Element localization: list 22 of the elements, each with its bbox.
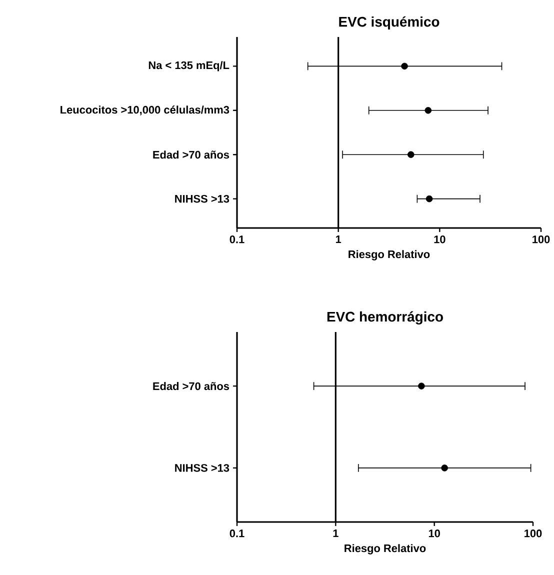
y-tick-label: Edad >70 años [153,150,230,159]
y-tick-label: Leucocitos >10,000 células/mm3 [60,106,230,116]
point [408,151,414,158]
x-tick-label: 10 [434,236,446,244]
chart-title: EVC hemorrágico [327,311,443,324]
x-axis-title: Riesgo Relativo [344,544,426,554]
x-axis-title: Riesgo Relativo [348,250,430,260]
chart-title: EVC isquémico [339,16,440,30]
x-tick-label: 10 [428,530,440,538]
point [401,62,408,70]
y-tick-label: NIHSS >13 [175,464,230,472]
x-tick-label: 100 [524,530,542,538]
x-tick-label: 1 [333,530,338,538]
y-tick-label: Na < 135 mEq/L [148,61,230,72]
x-tick-label: 100 [532,236,550,244]
point [424,107,432,114]
y-tick-label: NIHSS >13 [175,194,230,203]
x-tick-label: 0.1 [230,530,244,538]
x-tick-label: 0.1 [230,236,244,244]
y-tick-label: Edad >70 años [153,382,230,390]
x-tick-label: 1 [336,236,342,244]
point [426,195,433,202]
